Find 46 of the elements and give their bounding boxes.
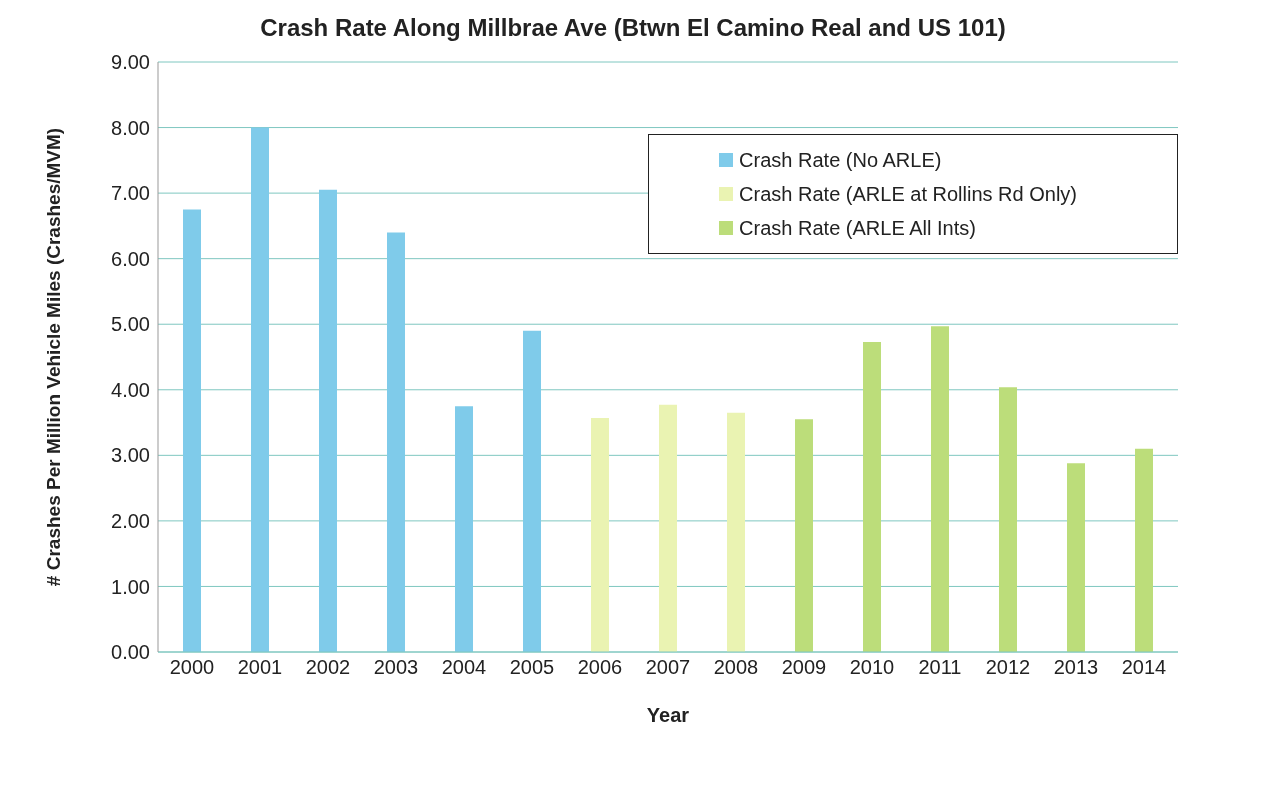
bar xyxy=(387,232,405,652)
bar xyxy=(795,419,813,652)
chart-title: Crash Rate Along Millbrae Ave (Btwn El Camino Real and US 101) xyxy=(259,14,1007,42)
bar xyxy=(1067,463,1085,652)
y-tick-label: 7.00 xyxy=(111,182,150,205)
bar xyxy=(591,417,609,652)
x-tick-label: 2006 xyxy=(577,656,623,679)
x-tick-label: 2011 xyxy=(918,656,962,679)
x-tick-label: 2012 xyxy=(985,656,1031,679)
legend-label: Crash Rate (ARLE All Ints) xyxy=(739,216,976,241)
y-tick-label: 3.00 xyxy=(111,444,150,467)
bar xyxy=(999,387,1017,652)
y-tick-label: 0.00 xyxy=(111,641,150,664)
y-tick-label: 8.00 xyxy=(111,116,150,139)
bar xyxy=(863,341,881,652)
x-tick-label: 2005 xyxy=(509,656,555,679)
x-tick-label: 2008 xyxy=(713,656,759,679)
legend-label: Crash Rate (No ARLE) xyxy=(739,148,942,173)
x-tick-label: 2003 xyxy=(373,656,419,679)
x-tick-label: 2014 xyxy=(1121,656,1167,679)
x-tick-label: 2007 xyxy=(645,656,691,679)
bar xyxy=(251,127,269,652)
bar xyxy=(523,330,541,652)
x-tick-label: 2000 xyxy=(169,656,215,679)
y-tick-label: 9.00 xyxy=(111,51,150,74)
bar xyxy=(659,404,677,652)
bar xyxy=(455,406,473,652)
bar xyxy=(1135,448,1153,652)
y-tick-label: 2.00 xyxy=(111,509,150,532)
bar xyxy=(183,209,201,652)
x-axis-title: Year xyxy=(646,704,690,726)
y-axis-title: # Crashes Per Million Vehicle Miles (Crashes/MVM) xyxy=(42,127,64,587)
x-tick-label: 2010 xyxy=(849,656,895,679)
y-tick-label: 4.00 xyxy=(111,378,150,401)
bar xyxy=(319,189,337,652)
legend-label: Crash Rate (ARLE at Rollins Rd Only) xyxy=(739,182,1077,207)
bar xyxy=(931,326,949,652)
y-tick-label: 5.00 xyxy=(111,313,150,336)
y-tick-label: 6.00 xyxy=(111,247,150,270)
bar xyxy=(727,412,745,652)
x-tick-label: 2001 xyxy=(237,656,283,679)
y-tick-label: 1.00 xyxy=(111,575,150,598)
x-tick-label: 2002 xyxy=(305,656,351,679)
x-tick-label: 2009 xyxy=(781,656,827,679)
x-tick-label: 2013 xyxy=(1053,656,1099,679)
x-tick-label: 2004 xyxy=(441,656,487,679)
